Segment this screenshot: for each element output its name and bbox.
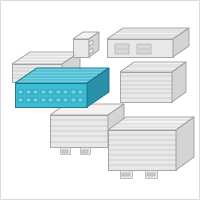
Polygon shape (176, 117, 194, 170)
Bar (147, 173, 155, 176)
Polygon shape (50, 104, 124, 115)
Bar (40, 90, 46, 94)
Polygon shape (173, 28, 189, 57)
Bar (48, 90, 53, 94)
Polygon shape (87, 68, 109, 107)
Polygon shape (62, 52, 80, 82)
Polygon shape (172, 62, 186, 102)
Polygon shape (108, 117, 194, 130)
Bar (26, 98, 30, 102)
Bar (26, 90, 30, 94)
Bar (78, 98, 83, 102)
Polygon shape (15, 83, 87, 107)
Polygon shape (107, 39, 173, 57)
Polygon shape (12, 64, 62, 82)
Polygon shape (89, 48, 93, 54)
Polygon shape (50, 115, 108, 147)
Bar (120, 170, 132, 178)
Polygon shape (15, 68, 109, 83)
Bar (40, 98, 46, 102)
Bar (63, 98, 68, 102)
Bar (122, 173, 130, 176)
Bar (33, 98, 38, 102)
Polygon shape (108, 130, 176, 170)
Bar (60, 147, 70, 154)
Bar (33, 90, 38, 94)
Polygon shape (73, 39, 89, 57)
Bar (70, 90, 76, 94)
Bar (62, 150, 68, 153)
Bar (80, 147, 90, 154)
Bar (18, 98, 23, 102)
Bar (145, 170, 157, 178)
Polygon shape (12, 52, 80, 64)
Bar (18, 90, 23, 94)
Polygon shape (89, 32, 99, 57)
Bar (137, 44, 151, 54)
Bar (56, 98, 60, 102)
Bar (78, 90, 83, 94)
Polygon shape (120, 72, 172, 102)
Polygon shape (107, 28, 189, 39)
Polygon shape (120, 62, 186, 72)
Bar (70, 98, 76, 102)
Bar (63, 90, 68, 94)
Bar (56, 90, 60, 94)
Bar (48, 98, 53, 102)
Bar (82, 150, 88, 153)
Bar (115, 44, 129, 54)
Polygon shape (73, 32, 99, 39)
Polygon shape (89, 40, 93, 46)
Polygon shape (108, 104, 124, 147)
